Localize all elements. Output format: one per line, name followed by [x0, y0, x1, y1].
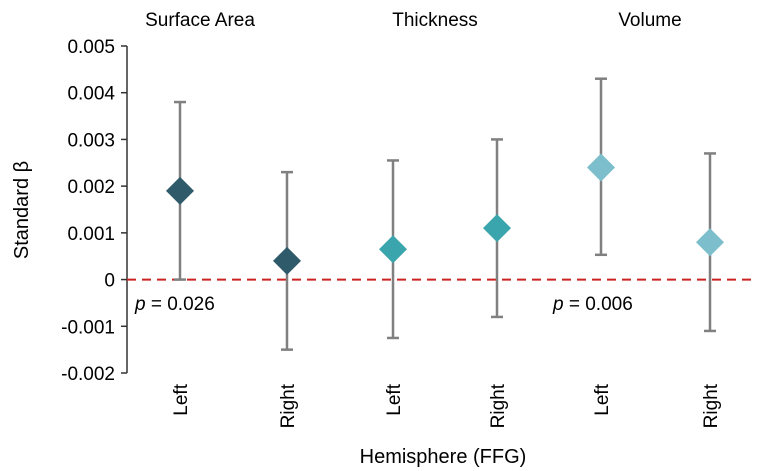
group-labels: Surface Area Thickness Volume	[145, 10, 682, 31]
y-tick-label: 0.002	[67, 177, 115, 198]
y-axis-title: Standard β	[11, 161, 33, 259]
category-label: Left	[592, 383, 613, 415]
diamond-marker	[273, 246, 301, 275]
y-tick-label: 0.003	[67, 130, 115, 151]
category-label: Right	[488, 383, 509, 428]
category-label: Right	[278, 383, 299, 428]
annotations: p = 0.026 p = 0.006	[134, 294, 633, 315]
y-ticks: 0.005 0.004 0.003 0.002 0.001 0 -0.001 -0.002	[61, 37, 127, 385]
group-label: Thickness	[392, 10, 478, 31]
y-tick-label: 0	[104, 271, 115, 292]
y-tick-label: 0.001	[67, 224, 115, 245]
category-labels: Left Right Left Right Left Right	[171, 383, 722, 428]
diamond-marker	[166, 176, 194, 205]
category-label: Right	[701, 383, 722, 428]
diamond-marker	[696, 228, 724, 257]
y-tick-label: 0.004	[67, 84, 115, 105]
y-tick-label: -0.001	[61, 317, 115, 338]
y-tick-label: 0.005	[67, 37, 115, 58]
p-value-annotation: p = 0.006	[552, 294, 633, 315]
diamond-marker	[587, 153, 615, 182]
markers	[166, 153, 724, 275]
group-label: Surface Area	[145, 10, 255, 31]
diamond-marker	[379, 235, 407, 264]
group-label: Volume	[618, 10, 681, 31]
diamond-marker	[483, 214, 511, 243]
x-axis-title: Hemisphere (FFG)	[360, 446, 527, 468]
category-label: Left	[384, 383, 405, 415]
y-tick-label: -0.002	[61, 364, 115, 385]
category-label: Left	[171, 383, 192, 415]
p-value-annotation: p = 0.026	[134, 294, 215, 315]
error-bars	[174, 77, 716, 351]
